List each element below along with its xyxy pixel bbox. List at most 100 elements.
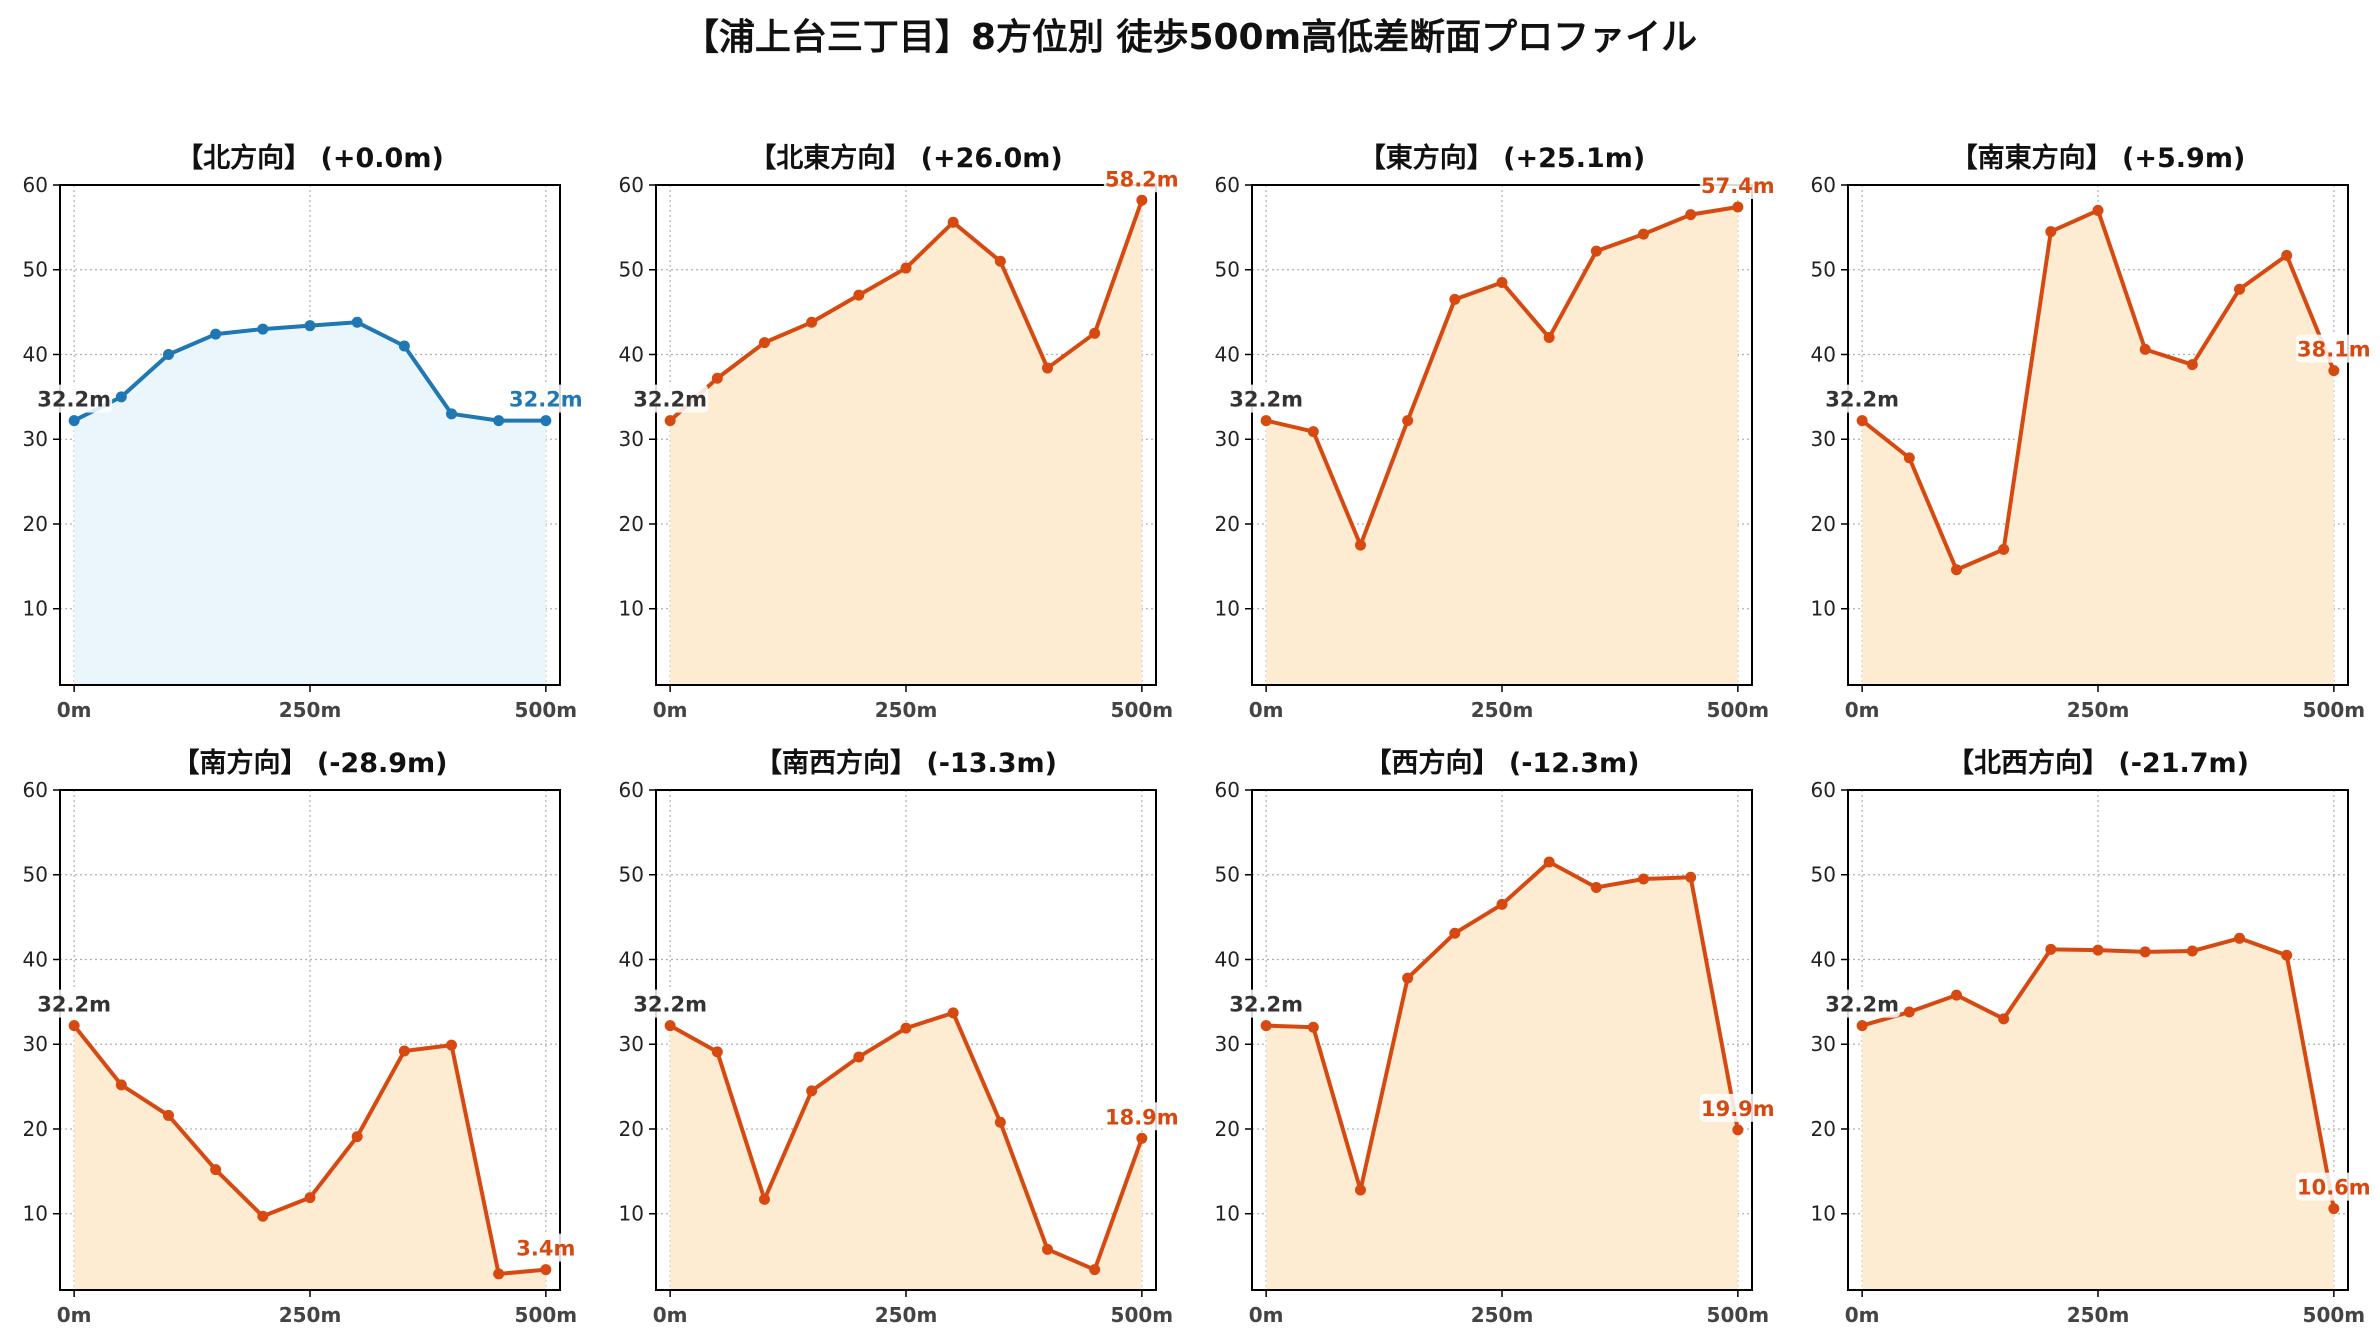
- y-tick-label: 10: [1811, 597, 1836, 621]
- y-tick-label: 60: [23, 778, 48, 802]
- x-tick-label: 0m: [653, 1303, 688, 1327]
- end-label-bg: [2295, 334, 2372, 363]
- data-point: [351, 1131, 363, 1143]
- x-tick-label: 250m: [279, 698, 342, 722]
- data-point: [758, 1193, 770, 1205]
- x-tick-label: 0m: [1249, 698, 1284, 722]
- y-tick-label: 10: [619, 1202, 644, 1226]
- y-tick-label: 30: [23, 427, 48, 451]
- y-tick-label: 50: [619, 863, 644, 887]
- data-point: [2186, 945, 2198, 957]
- y-tick-label: 60: [23, 173, 48, 197]
- subplot-title: 【北西方向】 (-21.7m): [1947, 747, 2249, 779]
- data-point: [398, 340, 410, 352]
- y-tick-label: 50: [23, 863, 48, 887]
- x-tick-label: 0m: [57, 1303, 92, 1327]
- end-label-bg: [507, 384, 584, 413]
- x-tick-label: 0m: [1845, 698, 1880, 722]
- data-point: [1638, 228, 1650, 240]
- y-tick-label: 50: [1811, 258, 1836, 282]
- start-label-bg: [1228, 989, 1305, 1018]
- start-label-bg: [632, 384, 709, 413]
- data-point: [664, 415, 676, 427]
- y-tick-label: 30: [23, 1032, 48, 1056]
- data-point: [1998, 543, 2010, 555]
- data-point: [1950, 564, 1962, 576]
- data-point: [540, 415, 552, 427]
- chart-panel-1: 10 20 30 40 50 60 0m 250m 500m 【北東方向】 (+26.0m) 32.…: [619, 142, 1180, 722]
- y-tick-label: 60: [619, 778, 644, 802]
- data-point: [162, 348, 174, 360]
- data-point: [2092, 944, 2104, 956]
- data-point: [2186, 359, 2198, 371]
- data-point: [1685, 209, 1697, 221]
- data-point: [1856, 415, 1868, 427]
- end-label-bg: [507, 1233, 584, 1262]
- y-tick-label: 40: [1811, 947, 1836, 971]
- y-tick-label: 20: [1811, 512, 1836, 536]
- y-tick-label: 10: [1811, 1202, 1836, 1226]
- chart-panel-2: 10 20 30 40 50 60 0m 250m 500m 【東方向】 (+25.1m) 32.2…: [1215, 142, 1776, 722]
- data-point: [1732, 1124, 1744, 1136]
- x-tick-label: 500m: [1707, 698, 1770, 722]
- y-tick-label: 60: [1811, 173, 1836, 197]
- start-elevation-label: 32.2m: [633, 388, 707, 412]
- data-point: [1307, 426, 1319, 438]
- data-point: [1543, 332, 1555, 344]
- data-point: [1354, 1184, 1366, 1196]
- x-tick-label: 250m: [2067, 1303, 2130, 1327]
- y-tick-label: 10: [1215, 1202, 1240, 1226]
- start-elevation-label: 32.2m: [633, 993, 707, 1017]
- data-point: [1449, 293, 1461, 305]
- subplot-title: 【北方向】 (+0.0m): [176, 142, 444, 174]
- data-point: [1903, 1006, 1915, 1018]
- end-label-bg: [1103, 1102, 1180, 1131]
- start-elevation-label: 32.2m: [37, 388, 111, 412]
- data-point: [2139, 946, 2151, 958]
- data-point: [1496, 276, 1508, 288]
- y-tick-label: 30: [1215, 427, 1240, 451]
- data-point: [947, 216, 959, 228]
- y-tick-label: 10: [23, 597, 48, 621]
- x-tick-label: 500m: [2303, 698, 2366, 722]
- start-elevation-label: 32.2m: [1229, 388, 1303, 412]
- x-tick-label: 0m: [1845, 1303, 1880, 1327]
- data-point: [1998, 1013, 2010, 1025]
- y-tick-label: 30: [619, 427, 644, 451]
- data-point: [1402, 972, 1414, 984]
- y-tick-label: 40: [1811, 342, 1836, 366]
- start-elevation-label: 32.2m: [1825, 388, 1899, 412]
- y-tick-label: 20: [619, 512, 644, 536]
- data-point: [758, 337, 770, 349]
- data-point: [2328, 1203, 2340, 1215]
- start-label-bg: [1824, 384, 1901, 413]
- end-elevation-label: 18.9m: [1105, 1105, 1179, 1129]
- y-tick-label: 50: [619, 258, 644, 282]
- area-fill: [74, 322, 546, 685]
- data-point: [2092, 204, 2104, 216]
- chart-panel-7: 10 20 30 40 50 60 0m 250m 500m 【北西方向】 (-21.7m) 32.…: [1811, 747, 2372, 1327]
- x-tick-label: 250m: [1471, 698, 1534, 722]
- x-tick-label: 250m: [1471, 1303, 1534, 1327]
- x-tick-label: 500m: [515, 698, 578, 722]
- y-tick-label: 30: [1811, 427, 1836, 451]
- data-point: [2328, 365, 2340, 377]
- x-tick-label: 500m: [1111, 698, 1174, 722]
- y-tick-label: 20: [23, 512, 48, 536]
- area-fill: [74, 1025, 546, 1290]
- area-fill: [1266, 862, 1738, 1290]
- data-point: [853, 1051, 865, 1063]
- data-point: [900, 1022, 912, 1034]
- y-tick-label: 20: [23, 1117, 48, 1141]
- subplot-title: 【西方向】 (-12.3m): [1364, 747, 1639, 779]
- x-tick-label: 0m: [57, 698, 92, 722]
- start-label-bg: [1824, 989, 1901, 1018]
- y-tick-label: 40: [23, 947, 48, 971]
- data-point: [304, 1192, 316, 1204]
- start-elevation-label: 32.2m: [37, 993, 111, 1017]
- data-point: [2045, 943, 2057, 955]
- y-tick-label: 30: [1811, 1032, 1836, 1056]
- data-point: [68, 1020, 80, 1032]
